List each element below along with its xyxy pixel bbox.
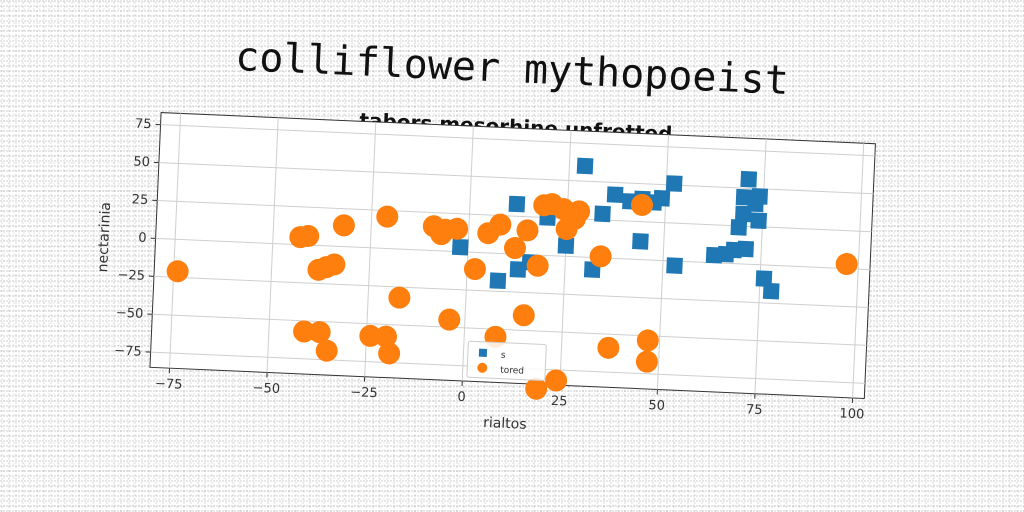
scatter-point-s xyxy=(594,205,611,223)
legend: s tored xyxy=(466,340,547,381)
scatter-point-tored xyxy=(597,336,620,359)
x-tick-label: 50 xyxy=(648,398,665,414)
y-axis-label: nectarinia xyxy=(95,202,114,273)
scatter-point-tored xyxy=(374,325,397,348)
y-tick-label: 50 xyxy=(133,154,150,170)
x-tick-label: −25 xyxy=(350,385,378,401)
scatter-point-tored xyxy=(376,205,399,228)
scatter-point-tored xyxy=(516,219,539,242)
scatter-point-tored xyxy=(315,339,338,362)
x-gridline xyxy=(168,113,182,369)
scatter-point-s xyxy=(606,186,624,204)
scatter-point-tored xyxy=(332,214,355,237)
x-gridline xyxy=(852,143,865,399)
scatter-point-s xyxy=(751,188,769,205)
y-gridline xyxy=(153,275,869,309)
scatter-point-s xyxy=(508,195,526,213)
legend-label-tored: tored xyxy=(500,366,524,377)
scatter-point-s xyxy=(451,238,469,256)
scatter-point-tored xyxy=(563,207,586,230)
x-ticks: −75 −50 −25 0 25 50 75 100 xyxy=(155,368,865,423)
scatter-point-tored xyxy=(589,245,612,268)
x-tick-label: −75 xyxy=(155,377,183,393)
scatter-point-tored xyxy=(378,342,401,365)
y-tick-label: 25 xyxy=(131,192,148,208)
scatter-point-s xyxy=(740,170,758,188)
x-tick-label: −50 xyxy=(252,381,280,397)
scatter-point-tored xyxy=(308,321,331,344)
scatter-point-tored xyxy=(503,237,526,260)
scatter-point-tored xyxy=(297,224,320,247)
x-gridline xyxy=(266,117,279,373)
legend-label-s: s xyxy=(501,351,506,361)
legend-marker-s xyxy=(478,348,488,357)
scatter-point-s xyxy=(755,270,773,287)
scatter-point-s xyxy=(666,257,683,274)
scatter-point-tored xyxy=(525,377,548,400)
scatter-point-tored xyxy=(835,253,858,276)
scatter-point-tored xyxy=(359,324,382,347)
chart-suptitle: colliflower mythopoeist xyxy=(234,34,789,104)
scatter-point-tored xyxy=(635,350,658,373)
scatter-point-s xyxy=(665,175,683,192)
x-tick-label: 75 xyxy=(746,402,763,418)
scatter-point-tored xyxy=(512,304,535,327)
scatter-point-tored xyxy=(293,320,316,343)
y-tick-label: −50 xyxy=(116,306,144,322)
scatter-point-tored xyxy=(631,193,654,216)
scatter-point-tored xyxy=(489,213,512,236)
scatter-point-tored xyxy=(636,329,659,352)
scatter-point-s xyxy=(737,240,755,258)
y-tick-label: −75 xyxy=(114,344,142,360)
y-tick-label: −25 xyxy=(117,268,145,284)
x-gridline xyxy=(754,138,767,394)
x-tick-label: 0 xyxy=(457,390,466,405)
x-tick-label: 100 xyxy=(839,406,864,422)
scatter-point-tored xyxy=(545,369,568,392)
scatter-point-tored xyxy=(463,258,486,281)
scatter-point-s xyxy=(653,189,671,207)
x-axis-label: rialtos xyxy=(483,415,527,433)
x-gridline xyxy=(559,130,572,386)
legend-marker-tored xyxy=(477,362,488,373)
y-gridline xyxy=(152,313,867,346)
scatter-point-s xyxy=(489,272,507,290)
scatter-point-tored xyxy=(526,254,549,277)
scatter-point-tored xyxy=(446,217,469,240)
x-tick-label: 25 xyxy=(551,394,568,410)
scatter-point-tored xyxy=(438,308,461,331)
y-gridline xyxy=(160,124,875,157)
scatter-point-tored xyxy=(388,286,411,309)
scatter-point-tored xyxy=(166,260,189,283)
data-marks xyxy=(166,157,858,400)
scatter-point-s xyxy=(750,212,767,230)
scatter-point-s xyxy=(762,282,780,300)
scatter-point-tored xyxy=(323,253,346,276)
plot-area: −75 −50 −25 0 25 50 75 100 −75 −50 −25 0 25 50 75 ria… xyxy=(95,112,876,433)
scatter-point-s xyxy=(632,233,649,250)
scatter-point-s xyxy=(576,157,594,175)
y-tick-label: 0 xyxy=(138,231,147,246)
scatter-point-s xyxy=(557,237,575,255)
y-tick-label: 75 xyxy=(135,117,152,133)
y-ticks: −75 −50 −25 0 25 50 75 xyxy=(114,117,161,360)
scatter-point-s xyxy=(730,219,748,236)
